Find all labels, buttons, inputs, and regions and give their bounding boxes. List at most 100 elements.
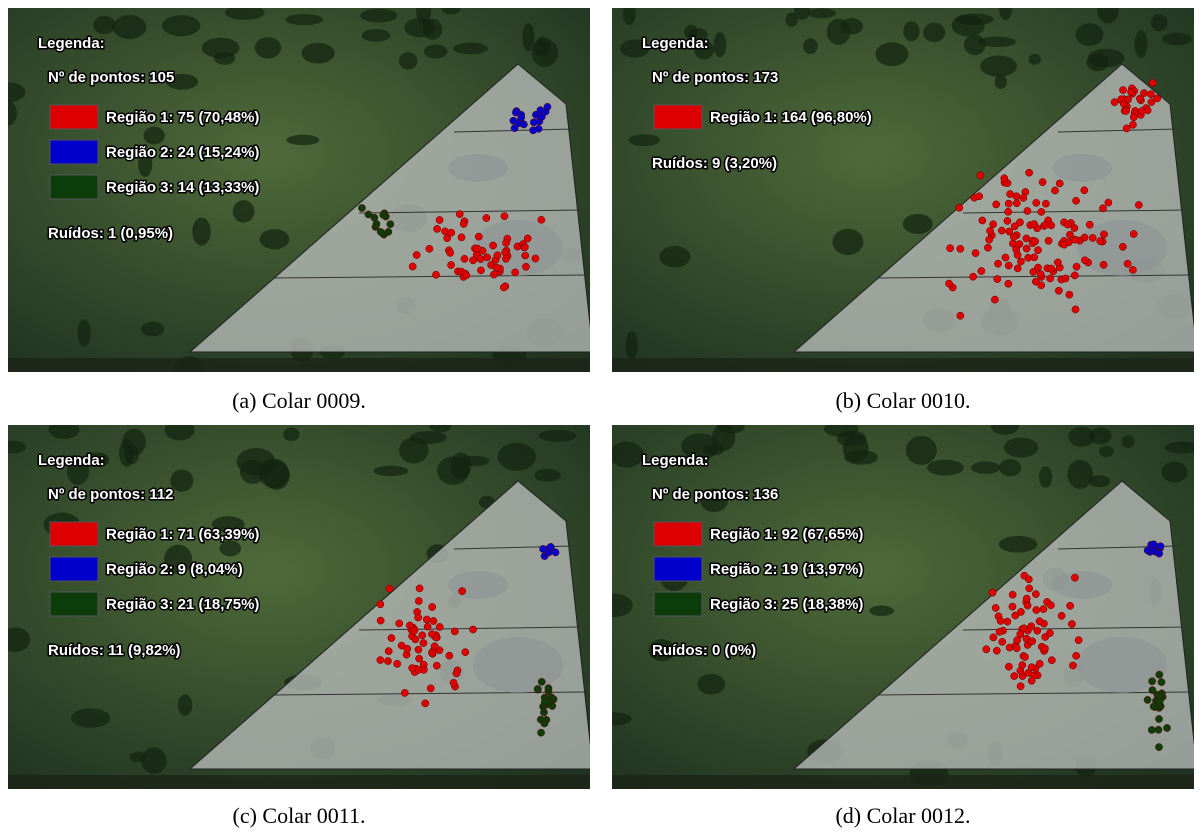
tree xyxy=(162,15,201,37)
tree xyxy=(8,82,26,103)
animal-point xyxy=(408,262,417,271)
shadow xyxy=(448,154,508,182)
animal-point xyxy=(408,664,417,672)
tree xyxy=(129,751,147,763)
animal-point xyxy=(1009,233,1018,241)
animal-point xyxy=(414,613,422,622)
animal-point xyxy=(428,630,436,638)
animal-point xyxy=(395,619,404,628)
animal-point xyxy=(1157,678,1166,687)
tree xyxy=(1134,30,1148,59)
tree xyxy=(612,441,644,468)
animal-point xyxy=(1035,659,1044,668)
animal-point xyxy=(976,171,985,180)
tree xyxy=(994,74,1007,90)
animal-point xyxy=(1127,88,1135,96)
animal-point xyxy=(1044,236,1053,245)
animal-point xyxy=(432,270,440,279)
animal-point xyxy=(1004,261,1013,270)
animal-point xyxy=(994,259,1002,268)
tree xyxy=(1068,426,1095,447)
map-panel: Legenda: Nº de pontos: 105 Região 1: 75 (7… xyxy=(8,8,590,372)
tree xyxy=(259,229,290,250)
field-divider xyxy=(876,274,1191,279)
tree xyxy=(998,535,1038,553)
animal-point xyxy=(1068,620,1076,628)
animal-point xyxy=(1124,95,1132,104)
tree xyxy=(980,55,1017,77)
legend-title: Legenda: xyxy=(642,452,709,469)
animal-point xyxy=(421,699,430,708)
animal-point xyxy=(1010,672,1019,680)
tree xyxy=(628,134,661,147)
tree xyxy=(926,459,964,476)
tree xyxy=(903,21,920,42)
animal-point xyxy=(995,627,1004,636)
animal-point xyxy=(1019,194,1028,202)
tree xyxy=(283,427,300,442)
tree xyxy=(826,18,851,45)
animal-point xyxy=(459,220,468,228)
animal-point xyxy=(1036,270,1045,279)
tree xyxy=(534,468,561,482)
tree xyxy=(999,459,1022,477)
animal-point xyxy=(1149,702,1158,711)
animal-point xyxy=(540,698,549,707)
animal-point xyxy=(1088,234,1097,242)
animal-point xyxy=(992,200,1001,209)
animal-point xyxy=(1000,174,1009,183)
animal-point xyxy=(1005,227,1014,236)
tree xyxy=(201,37,240,59)
noise-count: Ruídos: 11 (9,82%) xyxy=(48,642,181,659)
animal-point xyxy=(1046,274,1054,283)
animal-point xyxy=(1017,257,1025,266)
animal-point xyxy=(474,232,483,241)
tree xyxy=(681,433,720,460)
tree xyxy=(1161,461,1188,483)
animal-point xyxy=(460,254,469,263)
animal-point xyxy=(1041,644,1049,653)
animal-point xyxy=(1099,204,1107,213)
legend-swatch xyxy=(653,521,703,547)
animal-point xyxy=(1061,274,1070,283)
animal-point xyxy=(428,603,437,611)
animal-point xyxy=(1017,608,1025,616)
point-count: Nº de pontos: 105 xyxy=(48,69,174,86)
animal-point xyxy=(1010,222,1019,231)
animal-point xyxy=(473,244,482,253)
animal-point xyxy=(415,584,424,593)
animal-point xyxy=(1066,601,1074,610)
caption: (a) Colar 0009. xyxy=(232,388,366,413)
animal-point xyxy=(426,684,435,693)
tree xyxy=(625,331,638,361)
tree xyxy=(869,605,894,617)
animal-point xyxy=(458,587,467,596)
tree xyxy=(66,457,89,486)
animal-point xyxy=(376,656,385,664)
animal-point xyxy=(1032,590,1040,598)
animal-point xyxy=(1047,264,1056,273)
animal-point xyxy=(985,235,994,244)
animal-point xyxy=(511,268,520,277)
tree xyxy=(1075,23,1104,46)
animal-point xyxy=(1004,279,1013,288)
map-panel: Legenda: Nº de pontos: 136 Região 1: 92 (6… xyxy=(612,425,1194,789)
tree xyxy=(832,228,864,255)
animal-point xyxy=(1060,240,1068,249)
animal-point xyxy=(1069,661,1077,670)
animal-point xyxy=(1071,573,1079,582)
tree xyxy=(254,37,282,59)
animal-point xyxy=(1155,715,1163,723)
tree xyxy=(192,217,211,246)
animal-point xyxy=(529,118,538,127)
field-area xyxy=(792,63,1194,353)
animal-point xyxy=(1148,686,1157,694)
animal-point xyxy=(433,225,441,233)
animal-point xyxy=(1129,113,1138,122)
animal-point xyxy=(946,244,954,253)
animal-point xyxy=(1140,89,1148,97)
animal-point xyxy=(449,678,458,687)
tree xyxy=(48,425,80,439)
animal-point xyxy=(1080,186,1089,195)
animal-point xyxy=(1057,611,1066,620)
